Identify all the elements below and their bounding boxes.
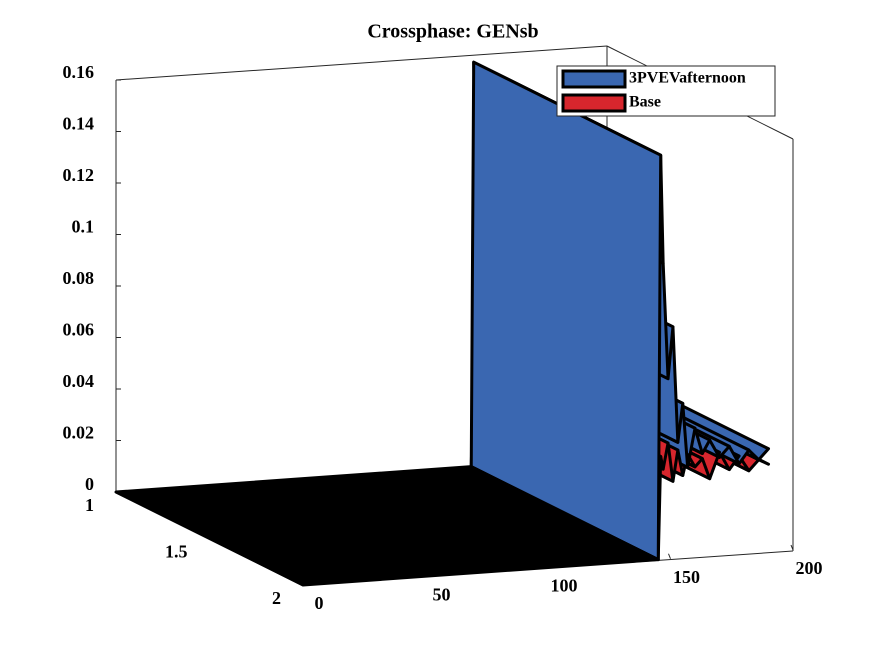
z-tick-label: 0 xyxy=(85,474,94,494)
legend-swatch xyxy=(561,69,627,89)
legend-label: Base xyxy=(629,94,661,111)
z-tick-label: 0.02 xyxy=(63,423,95,443)
y-tick-label: 1.5 xyxy=(165,542,188,562)
x-tick-label: 0 xyxy=(315,593,324,613)
z-tick-label: 0.14 xyxy=(63,114,95,134)
z-tick-label: 0.16 xyxy=(63,62,95,82)
y-tick-label: 2 xyxy=(272,588,281,608)
chart-title: Crossphase: GENsb xyxy=(367,21,538,43)
z-tick-label: 0.06 xyxy=(63,320,95,340)
z-tick-label: 0.08 xyxy=(63,268,95,288)
z-tick-label: 0.12 xyxy=(63,165,95,185)
x-tick xyxy=(668,553,671,559)
z-tick-label: 0.04 xyxy=(63,371,95,391)
z-tick-label: 0.1 xyxy=(72,217,95,237)
surface-patch xyxy=(114,465,660,587)
legend-label: 3PVEVafternoon xyxy=(629,70,746,87)
x-tick-label: 100 xyxy=(551,576,578,596)
x-tick-label: 50 xyxy=(433,584,451,604)
axis-edge xyxy=(115,45,608,81)
x-tick-label: 150 xyxy=(673,567,700,587)
y-tick-label: 1 xyxy=(85,495,94,515)
x-tick-label: 200 xyxy=(796,558,823,578)
x-tick xyxy=(790,544,794,551)
legend-swatch xyxy=(561,93,627,113)
legend: 3PVEVafternoon Base xyxy=(556,65,776,117)
